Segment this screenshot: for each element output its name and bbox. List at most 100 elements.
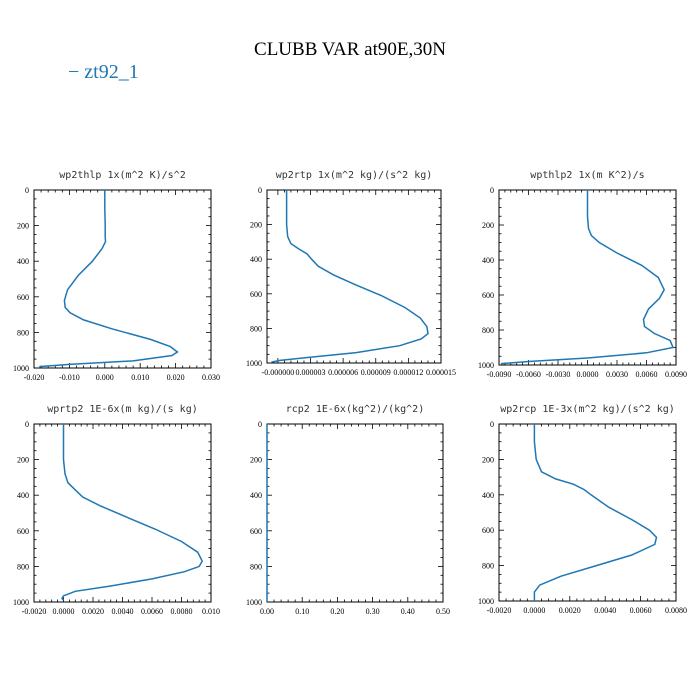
plot-frame [33, 189, 212, 369]
y-tick-label: 600 [250, 527, 262, 536]
x-tick-label: 0.0080 [171, 607, 193, 616]
y-tick-label: 0 [258, 186, 262, 195]
panel-title: wprtp2 1E-6x(m kg)/(s kg) [47, 404, 198, 415]
y-tick-label: 600 [17, 527, 29, 536]
y-tick-label: 1000 [478, 597, 494, 606]
x-tick-label: 0.030 [202, 373, 220, 382]
x-tick-label: 0.30 [366, 607, 380, 616]
x-tick-label: 0.00 [260, 607, 274, 616]
x-tick-label: -0.0020 [22, 607, 47, 616]
panel-5: rcp2 1E-6x(kg^2)/(kg^2) 0.00 0.10 0.20 0.30 0… [246, 404, 450, 616]
x-tick-label: 0.50 [436, 607, 450, 616]
series-line [39, 190, 179, 368]
x-tick-label: 0.0040 [594, 606, 616, 615]
y-tick-label: 600 [17, 293, 29, 302]
x-tick-label: 0.0020 [559, 606, 581, 615]
series-line [533, 424, 658, 601]
x-tick-label: 0.0000 [523, 606, 545, 615]
y-tick-label: 400 [482, 256, 494, 265]
y-tick-label: 1000 [246, 598, 262, 607]
x-tick-label: 0.0000 [53, 607, 75, 616]
x-tick-label: -0.000000 [262, 368, 295, 377]
x-tick-label: 0.20 [330, 607, 344, 616]
x-tick-label: -0.020 [24, 373, 45, 382]
y-tick-label: 200 [482, 221, 494, 230]
series-line [61, 424, 204, 601]
y-tick-label: 0 [25, 420, 29, 429]
y-tick-label: 800 [250, 324, 262, 333]
legend-entry: − zt92_1 [68, 61, 139, 83]
y-tick-label: 400 [250, 255, 262, 264]
y-tick-label: 400 [482, 491, 494, 500]
x-tick-label: 0.000009 [361, 368, 391, 377]
plot-frame [266, 189, 442, 364]
panel-title: rcp2 1E-6x(kg^2)/(kg^2) [286, 404, 424, 415]
y-tick-label: 1000 [13, 364, 29, 373]
y-tick-label: 400 [17, 491, 29, 500]
panel-6: wp2rcp 1E-3x(m^2 kg)/(s^2 kg) -0.0020 0.00… [478, 404, 687, 615]
y-tick-label: 0 [25, 186, 29, 195]
plot-frame [33, 423, 212, 603]
x-tick-label: 0.10 [295, 607, 309, 616]
x-tick-label: 0.0060 [141, 607, 163, 616]
y-tick-label: 800 [250, 562, 262, 571]
y-tick-label: 200 [17, 456, 29, 465]
y-tick-label: 0 [490, 420, 494, 429]
x-tick-label: 0.0060 [636, 370, 658, 379]
y-tick-label: 0 [490, 186, 494, 195]
x-tick-label: 0.010 [202, 607, 220, 616]
y-tick-label: 800 [482, 562, 494, 571]
y-tick-label: 800 [17, 328, 29, 337]
plot-frame [266, 423, 444, 603]
x-tick-label: 0.0000 [577, 370, 599, 379]
plot-frame [498, 423, 677, 602]
y-tick-label: 800 [482, 326, 494, 335]
x-tick-label: 0.000012 [393, 368, 423, 377]
x-tick-label: 0.0080 [665, 606, 687, 615]
y-tick-label: 200 [17, 222, 29, 231]
y-tick-label: 0 [258, 420, 262, 429]
panel-3: wpthlp2 1x(m K^2)/s -0.0090 -0.0060 -0.0030… [478, 170, 687, 379]
panel-1: wp2thlp 1x(m^2 K)/s^2 -0.020 -0.010 0.000 0.… [13, 170, 220, 382]
x-tick-label: -0.0090 [487, 370, 512, 379]
y-tick-label: 400 [250, 491, 262, 500]
panels: wp2thlp 1x(m^2 K)/s^2-0.020 -0.010 0.000 0.… [13, 170, 687, 616]
panel-title: wp2rcp 1E-3x(m^2 kg)/(s^2 kg) [500, 404, 675, 415]
x-tick-label: 0.0090 [665, 370, 687, 379]
x-tick-label: 0.0040 [112, 607, 134, 616]
panel-title: wp2thlp 1x(m^2 K)/s^2 [59, 170, 185, 181]
x-tick-label: 0.000015 [426, 368, 456, 377]
x-tick-label: 0.010 [131, 373, 149, 382]
x-tick-label: 0.000006 [328, 368, 358, 377]
y-tick-label: 600 [482, 526, 494, 535]
x-tick-label: 0.0060 [630, 606, 652, 615]
y-tick-label: 200 [250, 221, 262, 230]
x-tick-label: -0.010 [59, 373, 80, 382]
x-tick-label: -0.0060 [516, 370, 541, 379]
x-tick-label: 0.0020 [82, 607, 104, 616]
x-tick-label: 0.40 [401, 607, 415, 616]
y-tick-label: 600 [250, 290, 262, 299]
x-tick-label: -0.0020 [487, 606, 512, 615]
x-tick-label: -0.0030 [546, 370, 571, 379]
panel-4: wprtp2 1E-6x(m kg)/(s kg) -0.0020 0.0000 0.… [13, 404, 220, 616]
x-tick-label: 0.020 [167, 373, 185, 382]
y-tick-label: 1000 [13, 598, 29, 607]
panel-title: wpthlp2 1x(m K^2)/s [530, 170, 644, 181]
figure-title: CLUBB VAR at90E,30N [254, 39, 446, 60]
y-tick-label: 200 [482, 455, 494, 464]
y-tick-label: 400 [17, 257, 29, 266]
panel-title: wp2rtp 1x(m^2 kg)/(s^2 kg) [276, 170, 433, 181]
panel-2: wp2rtp 1x(m^2 kg)/(s^2 kg)-0.000000 0.000… [246, 170, 456, 377]
series-line [500, 190, 675, 365]
y-tick-label: 1000 [478, 361, 494, 370]
series-line [271, 190, 429, 363]
y-tick-label: 200 [250, 456, 262, 465]
y-tick-label: 800 [17, 562, 29, 571]
x-tick-label: 0.0030 [606, 370, 628, 379]
x-tick-label: 0.000003 [296, 368, 326, 377]
x-tick-label: 0.000 [96, 373, 114, 382]
y-tick-label: 600 [482, 291, 494, 300]
y-tick-label: 1000 [246, 359, 262, 368]
